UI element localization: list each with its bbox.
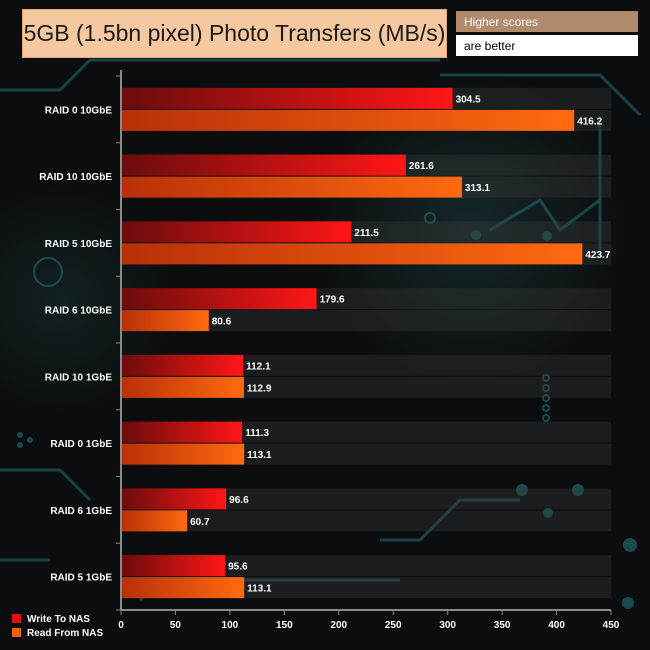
x-tick-label: 50 [170,620,182,631]
legend: Write To NAS Read From NAS [12,614,103,639]
write-bar [121,421,243,443]
plot-band [121,354,611,376]
higher-scores-note: Higher scores [456,11,638,32]
x-tick-label: 400 [548,620,565,631]
category-label: RAID 0 10GbE [45,105,113,116]
x-tick-label: 350 [494,620,511,631]
data-label: 211.5 [354,228,379,239]
legend-label: Read From NAS [27,628,103,639]
bars [121,87,583,599]
read-bar [121,176,462,198]
data-label: 113.1 [247,450,272,461]
plot-band [121,555,611,577]
write-bar [121,221,352,243]
legend-swatch-read [12,628,21,637]
data-label: 96.6 [229,495,249,506]
write-bar [121,555,226,577]
legend-swatch-write [12,614,21,623]
write-bar [121,154,406,176]
data-label: 112.9 [247,383,272,394]
read-bar [121,310,209,332]
labels: RAID 0 10GbE 304.5 416.2 RAID 10 10GbE 261.6… [39,94,620,631]
category-label: RAID 10 10GbE [39,172,112,183]
read-bar [121,376,244,398]
x-tick-label: 150 [276,620,293,631]
write-bar [121,87,453,109]
read-bar [121,109,575,131]
plot-band [121,310,611,332]
data-label: 261.6 [409,161,434,172]
write-bar [121,288,317,310]
write-bar [121,488,227,510]
read-bar [121,510,188,532]
data-label: 80.6 [212,317,232,328]
data-label: 60.7 [190,517,210,528]
category-label: RAID 0 1GbE [50,439,112,450]
legend-label: Write To NAS [27,614,90,625]
chart-title: 5GB (1.5bn pixel) Photo Transfers (MB/s) [22,9,447,58]
read-bar [121,443,245,465]
category-label: RAID 6 1GbE [50,506,112,517]
category-label: RAID 5 1GbE [50,573,112,584]
category-label: RAID 10 1GbE [45,372,113,383]
data-label: 95.6 [228,562,248,573]
data-label: 179.6 [320,295,345,306]
x-tick-label: 250 [385,620,402,631]
x-tick-label: 100 [222,620,239,631]
x-tick-label: 200 [330,620,347,631]
read-bar [121,243,583,265]
data-label: 113.1 [247,584,272,595]
data-label: 423.7 [585,250,610,261]
data-label: 416.2 [577,116,602,127]
x-tick-label: 450 [603,620,620,631]
category-label: RAID 5 10GbE [45,239,113,250]
axes [116,70,612,615]
data-label: 313.1 [465,183,490,194]
x-tick-label: 0 [118,620,124,631]
category-label: RAID 6 10GbE [45,306,113,317]
are-better-note: are better [456,35,638,56]
data-label: 304.5 [456,94,481,105]
data-label: 112.1 [246,361,271,372]
plot-band [121,510,611,532]
plot-band [121,421,611,443]
write-bar [121,354,244,376]
x-tick-label: 300 [439,620,456,631]
plot-band [121,488,611,510]
data-label: 111.3 [245,428,269,439]
read-bar [121,577,245,599]
